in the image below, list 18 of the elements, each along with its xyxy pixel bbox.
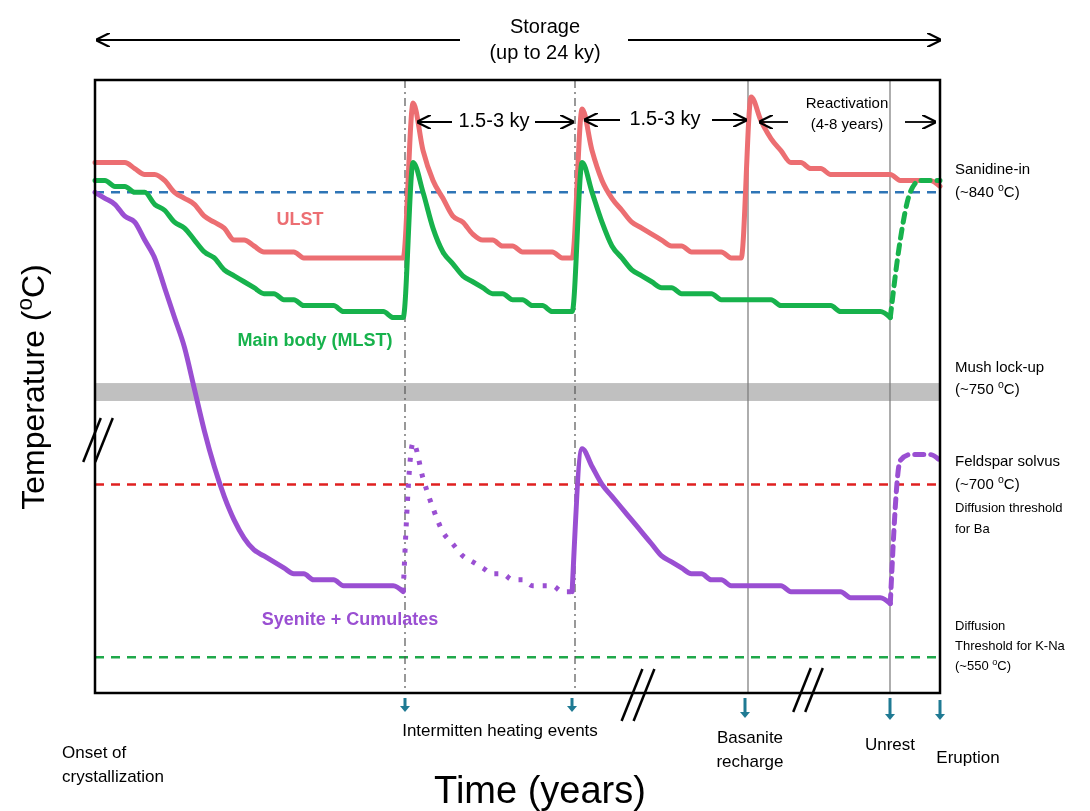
text: Intermitten heating events bbox=[402, 721, 598, 740]
ref-line-label: Feldspar solvus (~700 $^{o}$C) bbox=[955, 452, 1061, 493]
ref-line-label: Diffusion Threshold for K-Na (~550 $^{o}$C) bbox=[955, 618, 1066, 674]
series-label: Main body (MLST) bbox=[237, 330, 393, 350]
band-label: Mush lock-up (~750 $^{o}$C) bbox=[955, 358, 1045, 398]
text: Unrest bbox=[864, 735, 916, 754]
annotation: 1.5-3 ky bbox=[458, 109, 530, 131]
text: Basanite recharge bbox=[716, 728, 784, 771]
x-axis-title: Time (years) bbox=[434, 769, 646, 811]
annotation: Reactivation (4-8 years) bbox=[805, 94, 889, 132]
series-label: Syenite + Cumulates bbox=[261, 609, 439, 629]
ref-line-label: Sanidine-in (~840 $^{o}$C) bbox=[955, 160, 1031, 201]
text: Onset of crystallization bbox=[62, 743, 165, 786]
text: Storage (up to 24 ky) bbox=[489, 15, 601, 63]
text: Eruption bbox=[936, 748, 1000, 767]
text: Diffusion threshold for Ba bbox=[955, 500, 1063, 536]
series-label: ULST bbox=[276, 209, 324, 229]
annotation: 1.5-3 ky bbox=[629, 107, 701, 129]
